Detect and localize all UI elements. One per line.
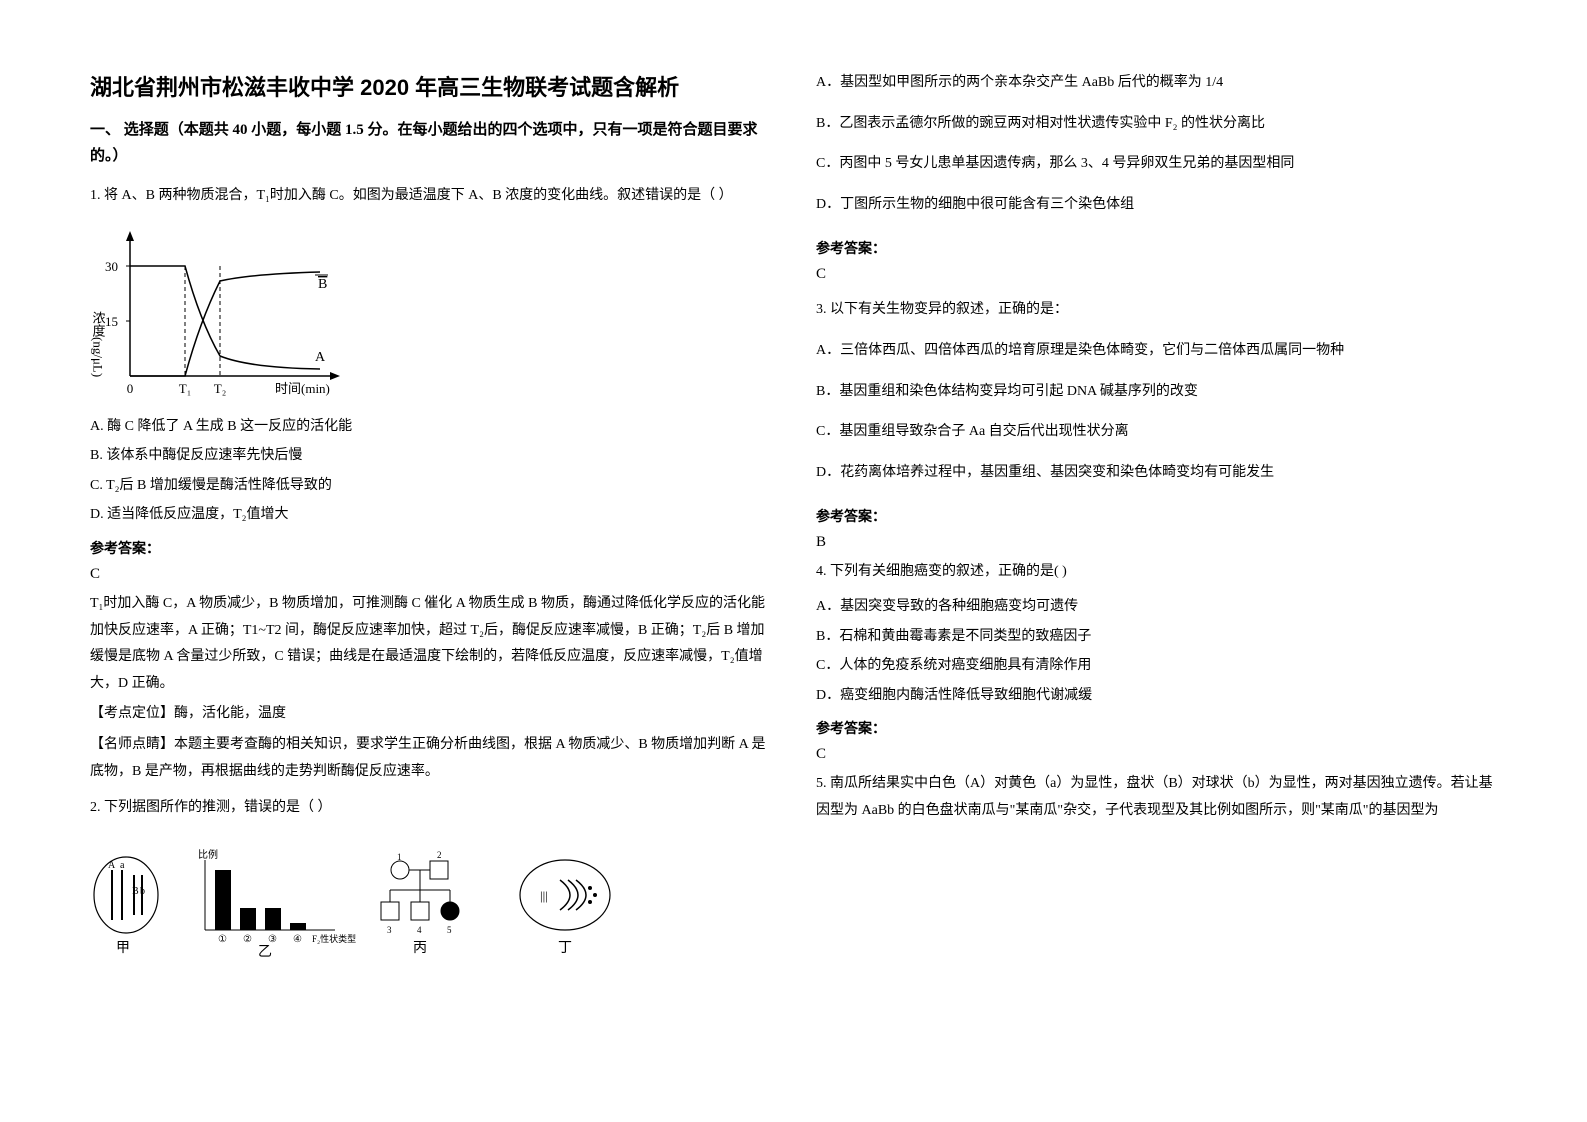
fig-ding-chrom2a — [560, 880, 570, 910]
fig-bing-n4: 4 — [417, 925, 422, 935]
q3-option-a: A．三倍体西瓜、四倍体西瓜的培育原理是染色体畸变，它们与二倍体西瓜属同一物种 — [816, 338, 1497, 365]
fig-jia-b1: B — [132, 886, 139, 897]
q2-option-b: B．乙图表示孟德尔所做的豌豆两对相对性状遗传实验中 F₂ 的性状分离比 — [816, 111, 1497, 138]
section-header: 一、 选择题（本题共 40 小题，每小题 1.5 分。在每小题给出的四个选项中，… — [90, 118, 771, 169]
y-axis-label: 浓度(ng/μL) — [91, 311, 106, 377]
q2-number: 2. — [90, 800, 101, 815]
q2-answer: C — [816, 266, 1497, 283]
q1-stem: 1. 将 A、B 两种物质混合，T₁时加入酶 C。如图为最适温度下 A、B 浓度… — [90, 183, 771, 210]
ytick-15-label: 15 — [105, 314, 118, 329]
q4-stem-text: 下列有关细胞癌变的叙述，正确的是( ) — [830, 564, 1067, 579]
curve-b-label: B — [318, 277, 327, 292]
fig-yi-xlabel: F₂性状类型 — [312, 933, 356, 944]
q1-number: 1. — [90, 188, 101, 203]
x-axis-arrow — [330, 372, 340, 380]
q3-option-d: D．花药离体培养过程中，基因重组、基因突变和染色体畸变均有可能发生 — [816, 460, 1497, 487]
fig-ding-dot2 — [593, 893, 597, 897]
y-axis-arrow — [126, 231, 134, 241]
q4-option-a: A．基因突变导致的各种细胞癌变均可遗传 — [816, 594, 1497, 621]
q3-answer-label: 参考答案： — [816, 506, 1497, 526]
q1-explanation-1: 【考点定位】酶，活化能，温度 — [90, 701, 771, 728]
xtick-t2: T₂ — [214, 381, 226, 396]
q1-answer-label: 参考答案： — [90, 538, 771, 558]
fig-jia-a2: a — [120, 860, 125, 871]
fig-ding-dot3 — [588, 900, 592, 904]
fig-yi-x2: ② — [243, 934, 252, 945]
q1-answer: C — [90, 566, 771, 583]
q1-explanation-2: 【名师点睛】本题主要考查酶的相关知识，要求学生正确分析曲线图，根据 A 物质减少… — [90, 732, 771, 785]
fig-yi-x3: ③ — [268, 934, 277, 945]
fig-bing-n1: 1 — [397, 852, 402, 862]
q1-chart-svg: 30 15 0 T₁ T₂ A B 浓度(ng/μL) 时间(min) — [90, 226, 360, 406]
xtick-t1: T₁ — [179, 381, 191, 396]
fig-bing-label: 丙 — [413, 941, 427, 956]
fig-yi-x1: ① — [218, 934, 227, 945]
q5-stem-text: 南瓜所结果实中白色（A）对黄色（a）为显性，盘状（B）对球状（b）为显性，两对基… — [816, 776, 1493, 818]
q4-option-c: C．人体的免疫系统对癌变细胞具有清除作用 — [816, 653, 1497, 680]
fig-bing-n5: 5 — [447, 925, 452, 935]
q2-answer-label: 参考答案： — [816, 238, 1497, 258]
q3-stem: 3. 以下有关生物变异的叙述，正确的是： — [816, 297, 1497, 324]
q2-stem-text: 下列据图所作的推测，错误的是（ ） — [104, 800, 332, 815]
ytick-30-label: 30 — [105, 259, 118, 274]
fig-yi-bar1 — [215, 870, 231, 930]
q5-stem: 5. 南瓜所结果实中白色（A）对黄色（a）为显性，盘状（B）对球状（b）为显性，… — [816, 771, 1497, 824]
fig-bing-p4 — [411, 902, 429, 920]
fig-bing-n3: 3 — [387, 925, 392, 935]
q2-figures: A a B b 甲 比例 ① ② ③ ④ F₂性状类型 乙 1 2 — [90, 840, 771, 960]
fig-yi-bar2 — [240, 908, 256, 930]
q3-option-c: C．基因重组导致杂合子 Aa 自交后代出现性状分离 — [816, 419, 1497, 446]
fig-ding-label: 丁 — [558, 941, 572, 956]
page-title: 湖北省荆州市松滋丰收中学 2020 年高三生物联考试题含解析 — [90, 70, 771, 102]
fig-ding-dot1 — [588, 886, 592, 890]
q1-option-d: D. 适当降低反应温度，T₂值增大 — [90, 502, 771, 529]
q2-option-d: D．丁图所示生物的细胞中很可能含有三个染色体组 — [816, 192, 1497, 219]
q4-option-d: D．癌变细胞内酶活性降低导致细胞代谢减缓 — [816, 683, 1497, 710]
fig-bing-p2 — [430, 861, 448, 879]
curve-a-label: A — [315, 350, 326, 365]
fig-yi-label: 乙 — [258, 944, 272, 960]
fig-bing-p5 — [441, 902, 459, 920]
q2-option-c: C．丙图中 5 号女儿患单基因遗传病，那么 3、4 号异卵双生兄弟的基因型相同 — [816, 151, 1497, 178]
fig-bing-p3 — [381, 902, 399, 920]
fig-bing-p1 — [391, 861, 409, 879]
q1-option-c: C. T₂后 B 增加缓慢是酶活性降低导致的 — [90, 473, 771, 500]
q4-answer-label: 参考答案： — [816, 718, 1497, 738]
fig-yi-ylabel: 比例 — [198, 848, 218, 861]
fig-ding-chrom1: ||| — [540, 888, 548, 903]
q5-number: 5. — [816, 776, 827, 791]
q2-figures-svg: A a B b 甲 比例 ① ② ③ ④ F₂性状类型 乙 1 2 — [90, 840, 650, 960]
q4-number: 4. — [816, 564, 827, 579]
fig-yi-bar4 — [290, 923, 306, 930]
q4-answer: C — [816, 746, 1497, 763]
fig-jia-label: 甲 — [116, 941, 130, 956]
q2-option-a: A．基因型如甲图所示的两个亲本杂交产生 AaBb 后代的概率为 1/4 — [816, 70, 1497, 97]
x-axis-label: 时间(min) — [275, 381, 330, 396]
fig-jia-a1: A — [108, 860, 116, 871]
q1-chart: 30 15 0 T₁ T₂ A B 浓度(ng/μL) 时间(min) — [90, 226, 360, 406]
q3-number: 3. — [816, 302, 827, 317]
curve-a — [130, 266, 320, 369]
q3-option-b: B．基因重组和染色体结构变异均可引起 DNA 碱基序列的改变 — [816, 379, 1497, 406]
q1-explanation-0: T₁时加入酶 C，A 物质减少，B 物质增加，可推测酶 C 催化 A 物质生成 … — [90, 591, 771, 697]
q4-option-b: B．石棉和黄曲霉毒素是不同类型的致癌因子 — [816, 624, 1497, 651]
fig-jia-circle — [94, 857, 158, 933]
xtick-0: 0 — [127, 381, 134, 396]
q1-option-a: A. 酶 C 降低了 A 生成 B 这一反应的活化能 — [90, 414, 771, 441]
curve-b — [130, 272, 320, 376]
right-column: A．基因型如甲图所示的两个亲本杂交产生 AaBb 后代的概率为 1/4 B．乙图… — [816, 70, 1497, 1052]
fig-jia-b2: b — [140, 886, 145, 897]
fig-yi-x4: ④ — [293, 934, 302, 945]
q1-option-b: B. 该体系中酶促反应速率先快后慢 — [90, 443, 771, 470]
fig-bing-n2: 2 — [437, 850, 442, 860]
q4-stem: 4. 下列有关细胞癌变的叙述，正确的是( ) — [816, 559, 1497, 586]
q2-stem: 2. 下列据图所作的推测，错误的是（ ） — [90, 795, 771, 822]
left-column: 湖北省荆州市松滋丰收中学 2020 年高三生物联考试题含解析 一、 选择题（本题… — [90, 70, 771, 1052]
q3-stem-text: 以下有关生物变异的叙述，正确的是： — [830, 302, 1068, 317]
fig-yi-bar3 — [265, 908, 281, 930]
q1-stem-text: 将 A、B 两种物质混合，T₁时加入酶 C。如图为最适温度下 A、B 浓度的变化… — [104, 188, 733, 203]
q3-answer: B — [816, 534, 1497, 551]
